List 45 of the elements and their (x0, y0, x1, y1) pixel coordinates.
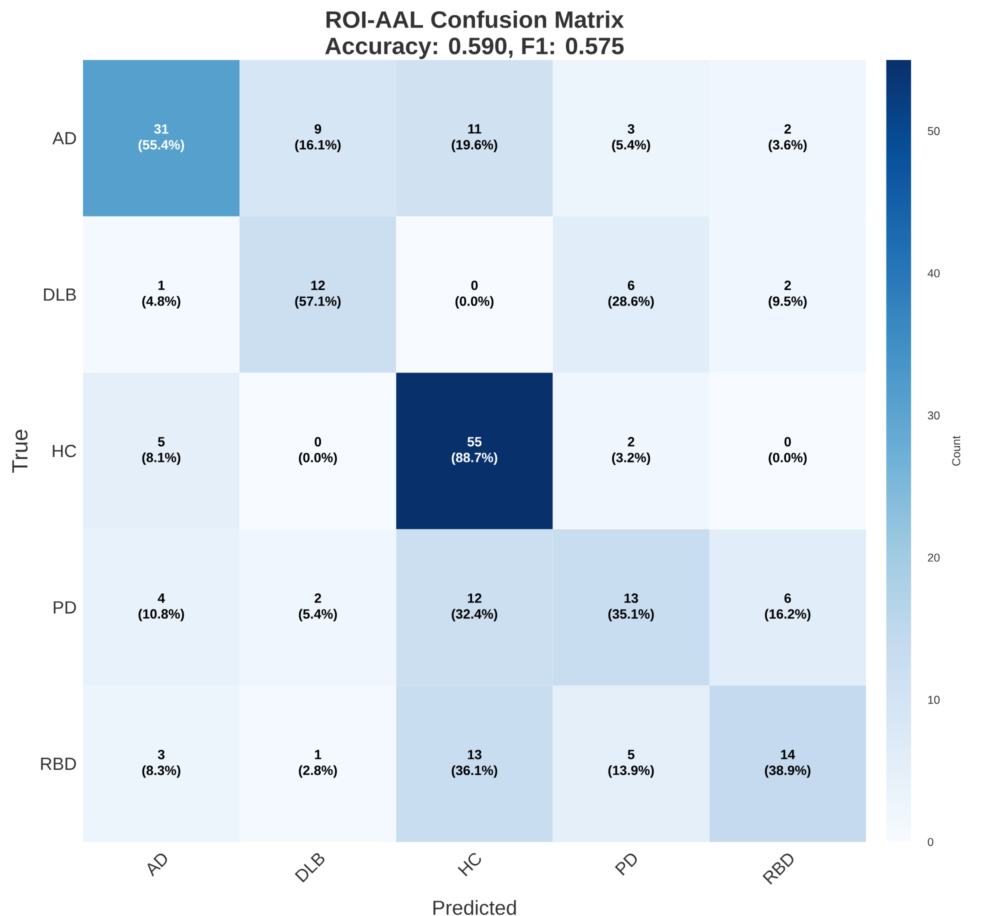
data-label: 13 (36.1%) (452, 750, 498, 778)
data-label: 31 (55.4%) (138, 124, 184, 152)
data-label: 9 (16.1%) (295, 124, 341, 152)
y-tick-label: AD (52, 132, 76, 144)
y-axis-title: True (12, 430, 28, 473)
data-label: 6 (16.2%) (764, 593, 810, 622)
color-bar-title: Count (952, 436, 960, 466)
y-tick-label: HC (52, 444, 76, 458)
color-bar-label: 10 (928, 696, 940, 704)
data-label: 3 (5.4%) (612, 124, 650, 152)
color-bar-label: 40 (928, 269, 940, 278)
data-label: 1 (2.8%) (298, 750, 337, 778)
y-tick-label: RBD (41, 758, 76, 770)
data-label: 1 (4.8%) (142, 280, 180, 309)
chart-title: ROI-AAL Confusion Matrix (326, 10, 624, 28)
color-bar-label: 50 (928, 127, 940, 136)
x-tick-label: DLB (294, 853, 324, 882)
data-label: 13 (35.1%) (608, 593, 654, 622)
data-label: 2 (9.5%) (768, 280, 807, 309)
data-label: 6 (28.6%) (608, 280, 654, 309)
y-tick-label: DLB (44, 288, 76, 301)
data-label: 0 (0.0%) (768, 437, 807, 465)
data-label: 4 (10.8%) (138, 594, 184, 622)
x-tick-label: HC (458, 853, 481, 876)
data-label: 2 (3.2%) (612, 437, 650, 465)
chart-subtitle: Accuracy: 0.590, F1: 0.575 (325, 38, 624, 60)
color-bar-label: 20 (928, 554, 940, 562)
data-label: 3 (8.3%) (142, 750, 180, 778)
data-label: 2 (3.6%) (768, 124, 807, 152)
color-bar-label: 0 (928, 838, 934, 846)
data-label: 5 (8.1%) (142, 437, 180, 465)
data-label: 12 (57.1%) (295, 280, 341, 309)
x-tick-label: AD (148, 854, 167, 877)
y-tick-label: PD (54, 601, 76, 614)
x-tick-label: PD (614, 854, 637, 876)
data-label: 0 (0.0%) (455, 280, 494, 309)
data-label: 2 (5.4%) (298, 593, 337, 622)
data-label: 11 (19.6%) (452, 124, 498, 152)
data-label: 5 (13.9%) (608, 750, 654, 778)
color-bar-label: 30 (928, 411, 940, 420)
x-axis-title: Predicted (433, 900, 516, 915)
data-label: 14 (38.9%) (764, 750, 810, 778)
data-label: 55 (88.7%) (452, 437, 498, 465)
data-label: 0 (0.0%) (298, 437, 337, 465)
data-label: 12 (32.4%) (452, 593, 498, 622)
